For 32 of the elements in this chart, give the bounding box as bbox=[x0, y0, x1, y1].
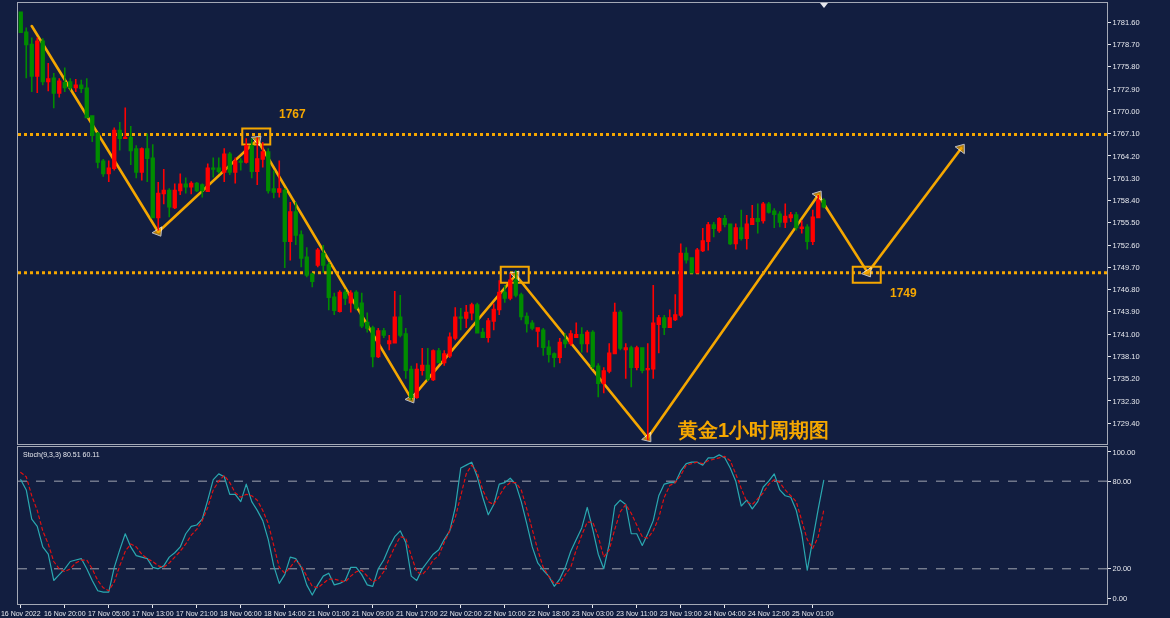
candlestick bbox=[167, 187, 172, 219]
candlestick bbox=[46, 62, 51, 93]
candlestick bbox=[211, 156, 216, 179]
candlestick bbox=[150, 143, 155, 219]
candlestick bbox=[139, 146, 144, 182]
candlestick bbox=[117, 121, 122, 152]
candlestick bbox=[145, 132, 150, 183]
candlestick bbox=[189, 180, 194, 196]
candlestick bbox=[35, 36, 40, 94]
candlestick bbox=[222, 147, 227, 183]
candlestick bbox=[260, 141, 265, 169]
candlestick bbox=[216, 156, 221, 175]
point bbox=[151, 226, 163, 237]
candlestick bbox=[266, 147, 271, 195]
candlestick bbox=[40, 37, 45, 87]
candlestick bbox=[29, 36, 34, 93]
candlestick bbox=[57, 77, 62, 99]
candlestick bbox=[244, 137, 249, 165]
candlestick bbox=[161, 168, 166, 206]
candlestick bbox=[227, 151, 232, 176]
candlestick bbox=[249, 137, 254, 179]
candlestick bbox=[238, 157, 243, 172]
candlestick bbox=[183, 176, 188, 195]
candlestick bbox=[271, 169, 276, 199]
candlestick bbox=[255, 136, 260, 186]
candlestick bbox=[233, 156, 238, 185]
candlestick bbox=[79, 79, 84, 94]
candlestick bbox=[156, 181, 161, 232]
candlestick bbox=[205, 162, 210, 193]
candlestick bbox=[73, 78, 78, 93]
candlestick bbox=[51, 72, 56, 110]
candlestick bbox=[123, 106, 128, 140]
